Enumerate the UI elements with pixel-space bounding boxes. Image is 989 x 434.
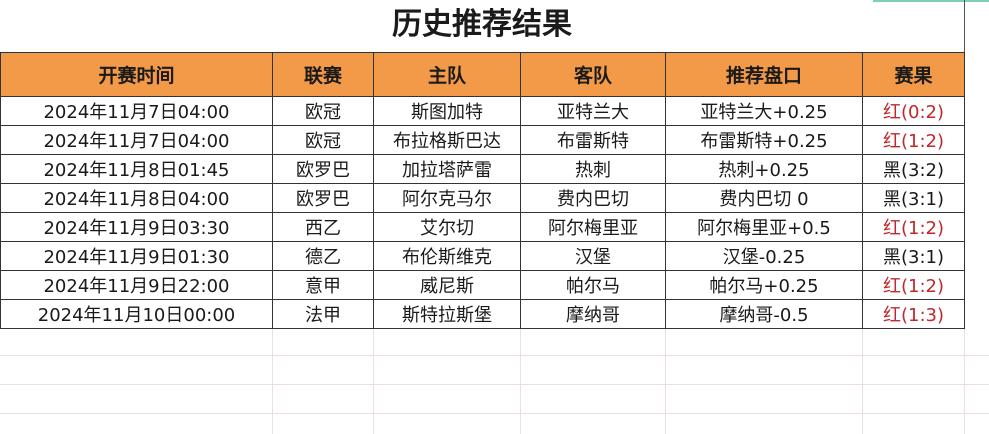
cell-league[interactable]: 欧冠 [272, 96, 374, 126]
cell-recommendation[interactable]: 热刺+0.25 [665, 154, 863, 184]
cell-recommendation[interactable]: 亚特兰大+0.25 [665, 96, 863, 126]
cell-start-time[interactable]: 2024年11月8日01:45 [0, 154, 273, 184]
header-league[interactable]: 联赛 [272, 52, 374, 97]
cell-start-time[interactable]: 2024年11月9日22:00 [0, 270, 273, 300]
cell-league[interactable]: 德乙 [272, 241, 374, 271]
header-recommendation[interactable]: 推荐盘口 [665, 52, 863, 97]
table-row: 2024年11月8日01:45 欧罗巴 加拉塔萨雷 热刺 热刺+0.25 黑(3:2) [0, 154, 965, 184]
cell-result[interactable]: 红(1:2) [862, 212, 965, 242]
cell-result[interactable]: 红(1:3) [862, 299, 965, 329]
table-row: 2024年11月7日04:00 欧冠 布拉格斯巴达 布雷斯特 布雷斯特+0.25 红(1:… [0, 125, 965, 155]
cell-result[interactable]: 红(1:2) [862, 270, 965, 300]
selection-indicator [873, 0, 989, 2]
cell-home-team[interactable]: 布拉格斯巴达 [373, 125, 521, 155]
table-row: 2024年11月10日00:00 法甲 斯特拉斯堡 摩纳哥 摩纳哥-0.5 红(1:3) [0, 299, 965, 329]
cell-away-team[interactable]: 布雷斯特 [520, 125, 666, 155]
cell-start-time[interactable]: 2024年11月7日04:00 [0, 125, 273, 155]
cell-recommendation[interactable]: 费内巴切 0 [665, 183, 863, 213]
results-table: 开赛时间 联赛 主队 客队 推荐盘口 赛果 2024年11月7日04:00 欧冠斯… [0, 52, 965, 329]
cell-result[interactable]: 红(1:2) [862, 125, 965, 155]
cell-home-team[interactable]: 艾尔切 [373, 212, 521, 242]
cell-home-team[interactable]: 加拉塔萨雷 [373, 154, 521, 184]
cell-league[interactable]: 西乙 [272, 212, 374, 242]
gridline [665, 327, 666, 434]
cell-home-team[interactable]: 威尼斯 [373, 270, 521, 300]
cell-away-team[interactable]: 帕尔马 [520, 270, 666, 300]
cell-away-team[interactable]: 阿尔梅里亚 [520, 212, 666, 242]
table-row: 2024年11月9日03:30 西乙 艾尔切 阿尔梅里亚 阿尔梅里亚+0.5 红(1:2) [0, 212, 965, 242]
cell-away-team[interactable]: 亚特兰大 [520, 96, 666, 126]
cell-start-time[interactable]: 2024年11月9日03:30 [0, 212, 273, 242]
empty-grid [0, 327, 989, 434]
cell-recommendation[interactable]: 帕尔马+0.25 [665, 270, 863, 300]
header-away-team[interactable]: 客队 [520, 52, 666, 97]
cell-away-team[interactable]: 费内巴切 [520, 183, 666, 213]
cell-start-time[interactable]: 2024年11月9日01:30 [0, 241, 273, 271]
header-result[interactable]: 赛果 [862, 52, 965, 97]
cell-league[interactable]: 欧罗巴 [272, 154, 374, 184]
table-row: 2024年11月8日04:00 欧罗巴 阿尔克马尔 费内巴切 费内巴切 0 黑(3:1) [0, 183, 965, 213]
cell-home-team[interactable]: 斯特拉斯堡 [373, 299, 521, 329]
gridline [272, 327, 273, 434]
table-row: 2024年11月7日04:00 欧冠 斯图加特 亚特兰大 亚特兰大+0.25 红(0:2) [0, 96, 965, 126]
cell-recommendation[interactable]: 阿尔梅里亚+0.5 [665, 212, 863, 242]
header-start-time[interactable]: 开赛时间 [0, 52, 273, 97]
gridline [520, 327, 521, 434]
cell-away-team[interactable]: 热刺 [520, 154, 666, 184]
cell-result[interactable]: 红(0:2) [862, 96, 965, 126]
gridline [373, 327, 374, 434]
table-row: 2024年11月9日01:30 德乙 布伦斯维克 汉堡 汉堡-0.25 黑(3:1) [0, 241, 965, 271]
cell-start-time[interactable]: 2024年11月7日04:00 [0, 96, 273, 126]
cell-league[interactable]: 法甲 [272, 299, 374, 329]
cell-league[interactable]: 欧罗巴 [272, 183, 374, 213]
column-border [964, 0, 965, 96]
cell-result[interactable]: 黑(3:2) [862, 154, 965, 184]
header-home-team[interactable]: 主队 [373, 52, 521, 97]
cell-result[interactable]: 黑(3:1) [862, 183, 965, 213]
gridline [862, 327, 863, 434]
cell-recommendation[interactable]: 汉堡-0.25 [665, 241, 863, 271]
sheet-title[interactable]: 历史推荐结果 [392, 7, 572, 42]
gridline [964, 327, 965, 434]
cell-home-team[interactable]: 布伦斯维克 [373, 241, 521, 271]
cell-league[interactable]: 欧冠 [272, 125, 374, 155]
header-row: 开赛时间 联赛 主队 客队 推荐盘口 赛果 [0, 52, 965, 97]
cell-away-team[interactable]: 摩纳哥 [520, 299, 666, 329]
cell-result[interactable]: 黑(3:1) [862, 241, 965, 271]
cell-recommendation[interactable]: 布雷斯特+0.25 [665, 125, 863, 155]
table-row: 2024年11月9日22:00 意甲 威尼斯 帕尔马 帕尔马+0.25 红(1:2) [0, 270, 965, 300]
cell-start-time[interactable]: 2024年11月10日00:00 [0, 299, 273, 329]
cell-away-team[interactable]: 汉堡 [520, 241, 666, 271]
cell-recommendation[interactable]: 摩纳哥-0.5 [665, 299, 863, 329]
cell-start-time[interactable]: 2024年11月8日04:00 [0, 183, 273, 213]
cell-league[interactable]: 意甲 [272, 270, 374, 300]
cell-home-team[interactable]: 斯图加特 [373, 96, 521, 126]
cell-home-team[interactable]: 阿尔克马尔 [373, 183, 521, 213]
